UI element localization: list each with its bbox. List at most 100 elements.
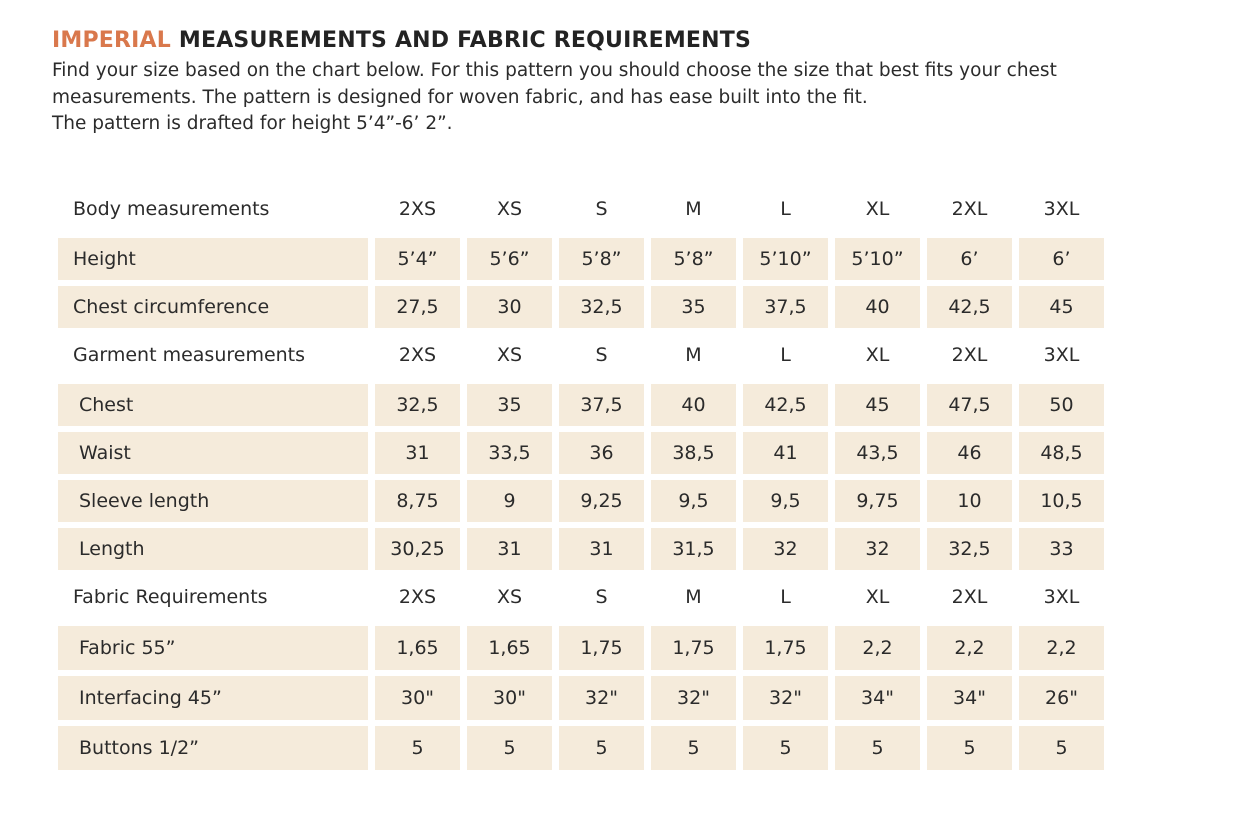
size-header: S: [595, 198, 608, 220]
table-cell: 5: [375, 726, 460, 770]
row-label: Buttons 1/2”: [58, 726, 368, 770]
table-cell: 30": [467, 676, 552, 720]
size-header: S: [595, 344, 608, 366]
table-cell: 5’10”: [835, 238, 920, 280]
section-header: Body measurements: [73, 198, 270, 220]
row-label: Chest: [58, 384, 368, 426]
table-cell: 5: [743, 726, 828, 770]
table-cell: 5’4”: [375, 238, 460, 280]
table-cell: 30,25: [375, 528, 460, 570]
table-cell: 31,5: [651, 528, 736, 570]
table-cell: 27,5: [375, 286, 460, 328]
row-label: Length: [58, 528, 368, 570]
table-cell: 5: [1019, 726, 1104, 770]
size-header: XL: [865, 198, 890, 220]
table-row: Waist 31 33,5 36 38,5 41 43,5 46 48,5: [58, 432, 1104, 474]
table-cell: 9,75: [835, 480, 920, 522]
size-header: 3XL: [1043, 586, 1080, 608]
size-header: XL: [865, 586, 890, 608]
table-cell: 5’8”: [559, 238, 644, 280]
size-header: M: [685, 198, 702, 220]
size-header: M: [685, 344, 702, 366]
table-cell: 1,75: [559, 626, 644, 670]
table-cell: 34": [835, 676, 920, 720]
size-header: XS: [496, 198, 523, 220]
table-cell: 32": [559, 676, 644, 720]
size-header: 2XL: [951, 586, 988, 608]
size-header: 2XS: [398, 198, 437, 220]
table-cell: 40: [835, 286, 920, 328]
table-cell: 42,5: [743, 384, 828, 426]
table-cell: 36: [559, 432, 644, 474]
intro-line: The pattern is drafted for height 5’4”-6…: [52, 113, 453, 134]
size-header: L: [780, 198, 791, 220]
table-cell: 1,75: [743, 626, 828, 670]
size-header: XS: [496, 344, 523, 366]
size-header: M: [685, 586, 702, 608]
table-cell: 5’10”: [743, 238, 828, 280]
table-cell: 31: [559, 528, 644, 570]
table-cell: 5: [467, 726, 552, 770]
size-header: XL: [865, 344, 890, 366]
row-label: Fabric 55”: [58, 626, 368, 670]
table-cell: 9,25: [559, 480, 644, 522]
intro-line: measurements. The pattern is designed fo…: [52, 86, 868, 108]
table-cell: 32: [835, 528, 920, 570]
table-cell: 9,5: [743, 480, 828, 522]
row-label: Chest circumference: [58, 286, 368, 328]
table-row: Length 30,25 31 31 31,5 32 32 32,5 33: [58, 528, 1104, 570]
table-cell: 50: [1019, 384, 1104, 426]
table-cell: 32,5: [375, 384, 460, 426]
table-cell: 38,5: [651, 432, 736, 474]
table-cell: 1,65: [467, 626, 552, 670]
size-header: 3XL: [1043, 344, 1080, 366]
table-cell: 46: [927, 432, 1012, 474]
table-cell: 26": [1019, 676, 1104, 720]
row-label: Interfacing 45”: [58, 676, 368, 720]
table-row: Fabric 55” 1,65 1,65 1,75 1,75 1,75 2,2 2,2 2,2: [58, 626, 1104, 670]
size-header: S: [595, 586, 608, 608]
table-cell: 31: [467, 528, 552, 570]
table-cell: 35: [467, 384, 552, 426]
table-cell: 9,5: [651, 480, 736, 522]
size-header: 2XS: [398, 344, 437, 366]
size-header: 3XL: [1043, 198, 1080, 220]
section-header-row: Body measurements 2XS XS S M L XL 2XL 3XL: [58, 188, 1104, 230]
title-accent: IMPERIAL: [52, 28, 172, 53]
table-cell: 9: [467, 480, 552, 522]
table-cell: 8,75: [375, 480, 460, 522]
size-header: 2XL: [951, 198, 988, 220]
table-cell: 47,5: [927, 384, 1012, 426]
table-row: Chest circumference 27,5 30 32,5 35 37,5 40 42,…: [58, 286, 1104, 328]
table-cell: 6’: [927, 238, 1012, 280]
table-cell: 6’: [1019, 238, 1104, 280]
table-cell: 2,2: [1019, 626, 1104, 670]
table-row: Buttons 1/2” 5 5 5 5 5 5 5 5: [58, 726, 1104, 770]
table-row: Interfacing 45” 30" 30" 32" 32" 32" 34" 34" 26": [58, 676, 1104, 720]
size-header: 2XS: [398, 586, 437, 608]
table-row: Height 5’4” 5’6” 5’8” 5’8” 5’10” 5’10” 6’ 6’: [58, 238, 1104, 280]
table-cell: 33,5: [467, 432, 552, 474]
section-header: Garment measurements: [73, 344, 306, 366]
table-cell: 5’8”: [651, 238, 736, 280]
table-cell: 30": [375, 676, 460, 720]
table-cell: 32,5: [927, 528, 1012, 570]
table-cell: 32,5: [559, 286, 644, 328]
table-cell: 5’6”: [467, 238, 552, 280]
row-label: Height: [58, 238, 368, 280]
row-label: Waist: [58, 432, 368, 474]
table-cell: 32": [651, 676, 736, 720]
section-header-row: Fabric Requirements 2XS XS S M L XL 2XL 3XL: [58, 576, 1104, 618]
size-header: 2XL: [951, 344, 988, 366]
table-cell: 33: [1019, 528, 1104, 570]
table-cell: 48,5: [1019, 432, 1104, 474]
table-cell: 41: [743, 432, 828, 474]
table-cell: 32: [743, 528, 828, 570]
table-cell: 10,5: [1019, 480, 1104, 522]
table-row: Chest 32,5 35 37,5 40 42,5 45 47,5 50: [58, 384, 1104, 426]
section-header: Fabric Requirements: [73, 586, 268, 608]
row-label: Sleeve length: [58, 480, 368, 522]
table-cell: 2,2: [835, 626, 920, 670]
size-chart-table: Body measurements 2XS XS S M L XL 2XL 3XL Height 5…: [58, 188, 1104, 776]
table-cell: 10: [927, 480, 1012, 522]
